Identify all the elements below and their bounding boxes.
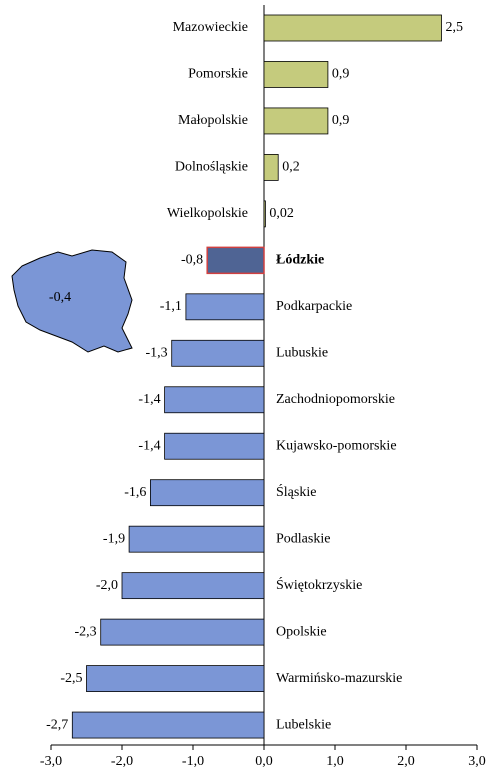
category-label: Lubelskie — [276, 717, 331, 732]
bar — [71, 711, 265, 739]
map-label: -0,4 — [49, 290, 71, 305]
value-label: -2,3 — [75, 624, 97, 639]
value-label: 0,2 — [282, 160, 300, 175]
value-label: -2,7 — [46, 717, 68, 732]
value-label: -1,4 — [138, 392, 160, 407]
bar — [263, 14, 442, 42]
category-label: Warmińsko-mazurskie — [276, 671, 402, 686]
value-label: 2,5 — [446, 20, 464, 35]
value-label: 0,9 — [332, 67, 350, 82]
category-label: Wielkopolskie — [167, 206, 248, 221]
bar — [263, 61, 329, 88]
category-label: Opolskie — [276, 624, 327, 639]
x-tick-label: -2,0 — [111, 754, 133, 769]
category-label: Świętokrzyskie — [276, 576, 362, 593]
map-poland — [11, 249, 133, 353]
x-tick-label: 2,0 — [397, 754, 415, 769]
x-tick-label: 1,0 — [326, 754, 344, 769]
bar — [206, 246, 265, 275]
bar — [121, 572, 265, 600]
value-label: -1,9 — [103, 531, 125, 546]
category-label: Mazowieckie — [173, 20, 248, 35]
category-label: Zachodniopomorskie — [276, 392, 395, 407]
value-label: -1,6 — [124, 485, 146, 500]
bar — [263, 154, 279, 181]
category-label: Lubuskie — [276, 346, 328, 361]
bar — [100, 618, 265, 646]
value-label: -2,0 — [96, 578, 118, 593]
bar — [149, 479, 265, 507]
value-label: -1,3 — [146, 346, 168, 361]
category-label: Kujawsko-pomorskie — [276, 438, 397, 453]
x-tick-label: -3,0 — [40, 754, 62, 769]
bar — [185, 293, 265, 321]
category-label: Śląskie — [276, 483, 316, 500]
category-label: Małopolskie — [178, 113, 248, 128]
value-label: -1,1 — [160, 299, 182, 314]
bar — [263, 200, 266, 228]
x-tick-label: 0,0 — [255, 754, 273, 769]
category-label: Pomorskie — [188, 67, 248, 82]
x-tick-label: 3,0 — [468, 754, 486, 769]
bar — [263, 107, 329, 135]
category-label: Dolnośląskie — [175, 160, 248, 175]
value-label: 0,9 — [332, 113, 350, 128]
value-label: -1,4 — [138, 438, 160, 453]
category-label: Podkarpackie — [276, 299, 352, 314]
value-label: -2,5 — [60, 671, 82, 686]
bar — [128, 525, 265, 553]
bar — [164, 432, 265, 460]
bar — [171, 339, 265, 367]
category-label: Podlaskie — [276, 531, 330, 546]
category-label: Łódzkie — [276, 253, 324, 268]
bar — [164, 386, 265, 414]
value-label: -0,8 — [181, 253, 203, 268]
value-label: 0,02 — [269, 206, 294, 221]
x-tick-label: -1,0 — [182, 754, 204, 769]
bar — [86, 665, 265, 692]
